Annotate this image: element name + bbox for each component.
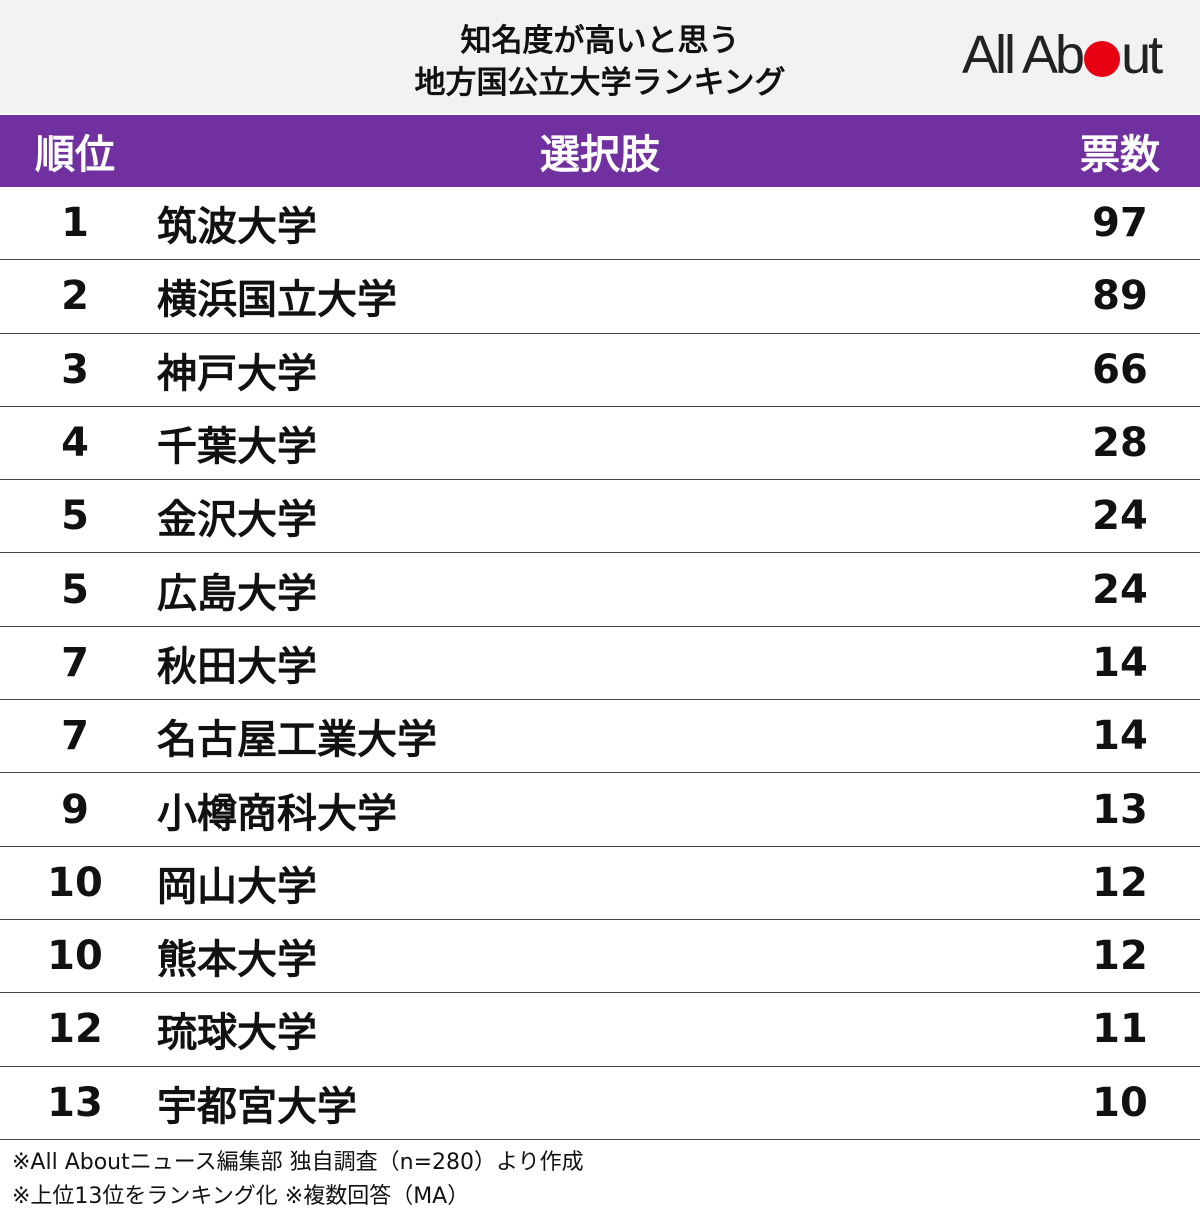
note: ※All Aboutニュース編集部 独自調査（n=280）より作成 — [12, 1149, 584, 1175]
table-row: 5 金沢大学 24 — [0, 480, 1200, 554]
university: 神戸大学 — [157, 350, 317, 397]
votes: 10 — [1092, 1079, 1148, 1126]
university: 広島大学 — [157, 570, 317, 617]
column-header: 票数 — [1080, 132, 1160, 178]
table-row: 12 琉球大学 11 — [0, 993, 1200, 1067]
votes: 66 — [1092, 346, 1148, 393]
votes: 11 — [1092, 1006, 1148, 1053]
university: 横浜国立大学 — [157, 277, 397, 324]
university: 熊本大学 — [157, 937, 317, 984]
rank: 10 — [47, 933, 103, 980]
column-header: 選択肢 — [540, 132, 660, 178]
university: 名古屋工業大学 — [157, 717, 437, 764]
title-line: 地方国公立大学ランキング — [414, 65, 786, 101]
rank: 7 — [61, 639, 89, 686]
logo-text: All Ab — [962, 25, 1085, 85]
column-header: 順位 — [35, 132, 115, 178]
votes: 13 — [1092, 786, 1148, 833]
university: 岡山大学 — [157, 863, 317, 910]
rank: 1 — [61, 200, 89, 247]
university: 琉球大学 — [157, 1010, 317, 1057]
rank: 13 — [47, 1079, 103, 1126]
table-row: 7 名古屋工業大学 14 — [0, 700, 1200, 774]
rank: 5 — [61, 493, 89, 540]
university: 宇都宮大学 — [157, 1083, 357, 1130]
university: 筑波大学 — [157, 204, 317, 251]
title-line: 知名度が高いと思う — [460, 23, 740, 59]
university: 小樽商科大学 — [157, 790, 397, 837]
table-row: 7 秋田大学 14 — [0, 627, 1200, 701]
footer: ※All Aboutニュース編集部 独自調査（n=280）より作成 ※上位13位… — [0, 1140, 1200, 1214]
votes: 12 — [1092, 859, 1148, 906]
table-row: 10 岡山大学 12 — [0, 847, 1200, 920]
votes: 12 — [1092, 933, 1148, 980]
table-body: 1 筑波大学 97 2 横浜国立大学 89 3 神戸大学 66 4 千葉大学 28 5 金沢大学 24 5 広島… — [0, 187, 1200, 1140]
rank: 7 — [61, 713, 89, 760]
votes: 14 — [1092, 639, 1148, 686]
votes: 24 — [1092, 566, 1148, 613]
table-row: 5 広島大学 24 — [0, 553, 1200, 627]
rank: 5 — [61, 566, 89, 613]
rank: 9 — [61, 786, 89, 833]
header: 知名度が高いと思う 地方国公立大学ランキング All Ab ut — [0, 0, 1200, 115]
rank: 10 — [47, 859, 103, 906]
university: 千葉大学 — [157, 424, 317, 471]
votes: 28 — [1092, 420, 1148, 467]
table-row: 13 宇都宮大学 10 — [0, 1067, 1200, 1140]
logo-text: ut — [1121, 25, 1163, 85]
table-row: 2 横浜国立大学 89 — [0, 260, 1200, 334]
table-row: 10 熊本大学 12 — [0, 920, 1200, 994]
votes: 89 — [1092, 273, 1148, 320]
logo: All Ab ut — [962, 24, 1163, 86]
table-row: 3 神戸大学 66 — [0, 334, 1200, 407]
votes: 24 — [1092, 493, 1148, 540]
note: ※上位13位をランキング化 ※複数回答（MA） — [12, 1183, 470, 1209]
title: 知名度が高いと思う 地方国公立大学ランキング — [0, 20, 1200, 104]
table-row: 1 筑波大学 97 — [0, 187, 1200, 261]
rank: 3 — [61, 346, 89, 393]
university: 金沢大学 — [157, 497, 317, 544]
table-row: 9 小樽商科大学 13 — [0, 773, 1200, 847]
rank: 12 — [47, 1006, 103, 1053]
votes: 14 — [1092, 713, 1148, 760]
rank: 2 — [61, 273, 89, 320]
table-header: 順位 選択肢 票数 — [0, 115, 1200, 187]
logo-dot — [1084, 41, 1121, 77]
rank: 4 — [61, 420, 89, 467]
votes: 97 — [1092, 200, 1148, 247]
university: 秋田大学 — [157, 643, 317, 690]
table-row: 4 千葉大学 28 — [0, 407, 1200, 481]
